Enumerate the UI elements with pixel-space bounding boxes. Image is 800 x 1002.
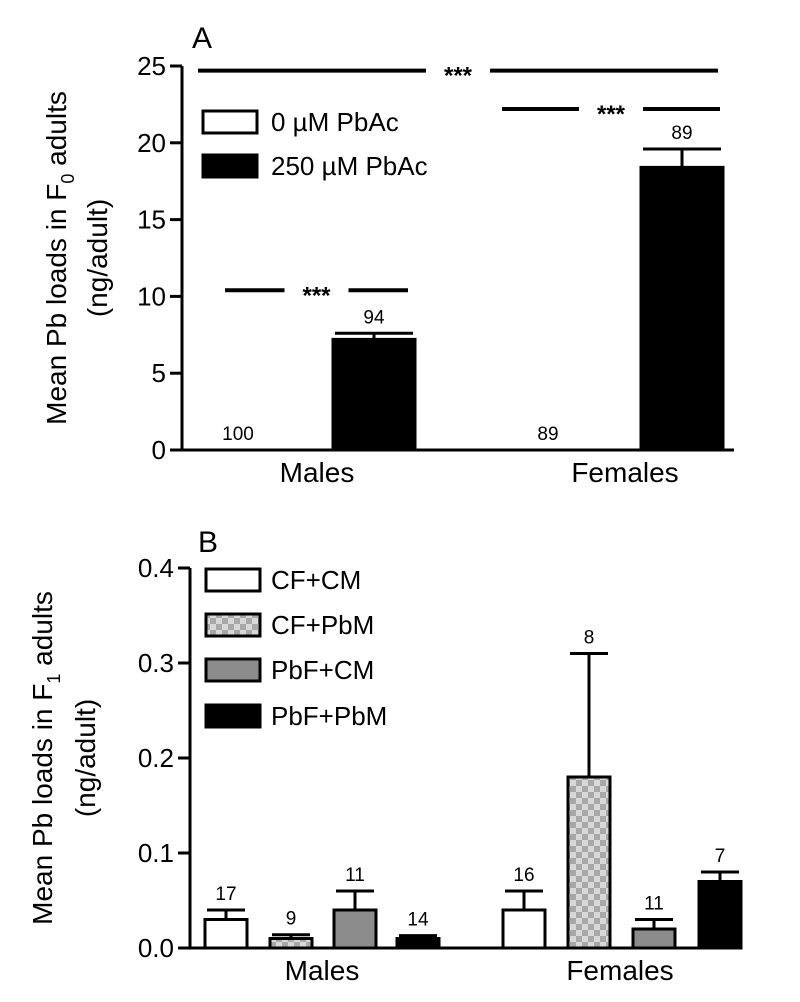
legend-label-cf-pbm: CF+PbM	[271, 610, 374, 640]
panel-a-females-250-um-pbac-bar	[639, 165, 725, 452]
significance-stars: ***	[597, 101, 626, 128]
panel-b-females-cf-pbm-n-label: 8	[584, 628, 595, 649]
panel-b-males-pbf-cm-bar	[332, 908, 378, 950]
panel-a-y-tick-label: 25	[137, 51, 166, 81]
panel-a-y-tick-label: 20	[137, 128, 166, 158]
panel-b-y-tick-label: 0.2	[138, 743, 174, 773]
panel-a-letter: A	[192, 22, 212, 55]
panel-b-legend: CF+CM CF+PbM PbF+CM PbF+PbM	[204, 565, 387, 731]
panel-b-females-pbf-cm-bar	[631, 927, 677, 950]
legend-label-pbf-cm: PbF+CM	[271, 655, 374, 685]
legend-swatch-250-um-pbac	[201, 153, 259, 179]
panel-a-y-tick-label: 0	[152, 435, 166, 465]
panel-b-letter: B	[198, 526, 218, 559]
panel-b-category-label: Males	[285, 955, 360, 986]
panel-a-y-tick-label: 10	[137, 281, 166, 311]
panel-b-y-axis-unit: (ng/adult)	[70, 699, 101, 817]
panel-b-category-label: Females	[566, 955, 673, 986]
legend-label-0-um-pbac: 0 µM PbAc	[271, 107, 399, 137]
panel-b-y-tick-label: 0.3	[138, 648, 174, 678]
panel-b-males-cf-cm-n-label: 17	[215, 884, 236, 905]
legend-swatch-cf-cm	[204, 567, 262, 593]
legend-label-250-um-pbac: 250 µM PbAc	[271, 151, 428, 181]
panel-b-females-cf-cm-n-label: 16	[513, 865, 534, 886]
panel-a: A Mean Pb loads in F0 adults (ng/adult) …	[41, 22, 734, 488]
panel-b-y-axis-title: Mean Pb loads in F1 adults	[27, 591, 64, 925]
panel-b-males-cf-cm-bar	[203, 918, 249, 950]
panel-a-y-tick-label: 5	[152, 358, 166, 388]
panel-b-males-pbf-pbm-n-label: 14	[407, 910, 429, 931]
panel-b-y-tick-label: 0.1	[138, 838, 174, 868]
panel-a-y-axis-unit: (ng/adult)	[82, 199, 113, 317]
panel-a-males-250-um-pbac-n-label: 94	[363, 307, 385, 328]
panel-b-males-cf-pbm-n-label: 9	[286, 909, 297, 930]
panel-a-males-0-um-pbac-n-label: 100	[222, 424, 254, 445]
legend-swatch-pbf-cm	[204, 657, 262, 683]
panel-a-legend: 0 µM PbAc 250 µM PbAc	[201, 107, 428, 181]
panel-b: B Mean Pb loads in F1 adults (ng/adult) …	[27, 526, 743, 986]
panel-a-y-tick-label: 15	[137, 205, 166, 235]
panel-b-females-cf-pbm-bar	[566, 775, 612, 950]
legend-swatch-0-um-pbac	[201, 109, 259, 135]
panel-a-females-0-um-pbac-n-label: 89	[537, 424, 558, 445]
panel-a-y-axis-title: Mean Pb loads in F0 adults	[41, 91, 78, 425]
legend-label-cf-cm: CF+CM	[271, 565, 361, 595]
panel-b-females-pbf-pbm-bar	[697, 880, 743, 950]
significance-stars: ***	[302, 282, 331, 309]
legend-swatch-cf-pbm	[204, 612, 262, 638]
panel-b-y-tick-label: 0.4	[138, 553, 174, 583]
panel-b-y-tick-label: 0.0	[138, 933, 174, 963]
panel-b-females-pbf-cm-n-label: 11	[644, 894, 664, 915]
panel-b-females-cf-cm-bar	[501, 908, 547, 950]
panel-a-females-250-um-pbac-n-label: 89	[671, 123, 692, 144]
panel-b-males-pbf-cm-n-label: 11	[345, 865, 365, 886]
legend-swatch-pbf-pbm	[204, 703, 262, 729]
panel-b-females-pbf-pbm-n-label: 7	[715, 846, 726, 867]
legend-label-pbf-pbm: PbF+PbM	[271, 701, 387, 731]
panel-a-category-label: Females	[571, 457, 678, 488]
panel-a-category-label: Males	[280, 457, 355, 488]
significance-stars: ***	[444, 63, 473, 90]
panel-a-males-250-um-pbac-bar	[331, 337, 417, 452]
